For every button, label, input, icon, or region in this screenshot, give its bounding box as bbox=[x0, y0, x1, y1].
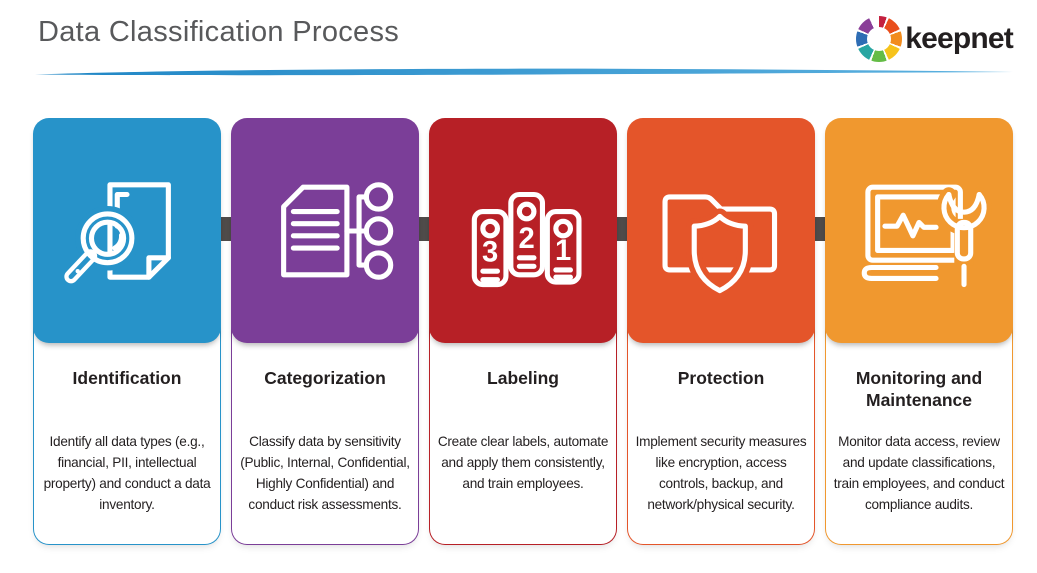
keepnet-logo: keepnet bbox=[856, 16, 1014, 62]
folder-shield-icon bbox=[662, 193, 778, 299]
step-icon-panel: 3 2 1 bbox=[429, 118, 617, 343]
document-category-tree-icon bbox=[281, 181, 394, 280]
keepnet-logo-ring-icon bbox=[856, 16, 903, 62]
step-text-panel: Identification Identify all data types (… bbox=[33, 327, 221, 545]
document-magnifier-icon bbox=[64, 181, 171, 283]
svg-text:3: 3 bbox=[482, 236, 498, 268]
step-title: Labeling bbox=[487, 368, 559, 388]
step-card-monitoring-and-maintenance: Monitoring and Maintenance Monitor data … bbox=[825, 118, 1013, 545]
step-connector bbox=[221, 217, 231, 241]
step-description: Classify data by sensitivity (Public, In… bbox=[240, 434, 410, 512]
step-card-categorization: Categorization Classify data by sensitiv… bbox=[231, 118, 419, 545]
svg-text:1: 1 bbox=[555, 235, 571, 267]
step-title: Categorization bbox=[264, 368, 386, 388]
page-title: Data Classification Process bbox=[38, 16, 400, 48]
step-title: Identification bbox=[72, 368, 182, 388]
step-connector bbox=[617, 217, 627, 241]
step-title: Monitoring and Maintenance bbox=[855, 368, 983, 410]
step-card-identification: Identification Identify all data types (… bbox=[33, 118, 221, 545]
step-text-panel: Protection Implement security measures l… bbox=[627, 327, 815, 545]
step-text-panel: Labeling Create clear labels, automate a… bbox=[429, 327, 617, 545]
keepnet-wordmark: keepnet bbox=[905, 22, 1014, 55]
numbered-binders-icon: 3 2 1 bbox=[471, 191, 582, 287]
step-connector bbox=[419, 217, 429, 241]
step-card-labeling: 3 2 1 Labeling Create clear labels, auto… bbox=[429, 118, 617, 545]
step-icon-panel bbox=[825, 118, 1013, 343]
step-icon-panel bbox=[231, 118, 419, 343]
step-title: Protection bbox=[677, 368, 765, 388]
svg-text:2: 2 bbox=[519, 223, 535, 255]
step-description: Create clear labels, automate and apply … bbox=[437, 434, 609, 491]
laptop-wrench-icon bbox=[861, 184, 992, 287]
step-connector bbox=[815, 217, 825, 241]
step-text-panel: Monitoring and Maintenance Monitor data … bbox=[825, 327, 1013, 545]
step-icon-panel bbox=[33, 118, 221, 343]
step-description: Monitor data access, review and update c… bbox=[833, 434, 1005, 512]
step-text-panel: Categorization Classify data by sensitiv… bbox=[231, 327, 419, 545]
step-card-protection: Protection Implement security measures l… bbox=[627, 118, 815, 545]
header-accent-line bbox=[35, 68, 1013, 76]
step-description: Identify all data types (e.g., financial… bbox=[43, 434, 211, 512]
process-steps-row: Identification Identify all data types (… bbox=[33, 118, 1013, 545]
step-description: Implement security measures like encrypt… bbox=[635, 434, 807, 512]
step-icon-panel bbox=[627, 118, 815, 343]
